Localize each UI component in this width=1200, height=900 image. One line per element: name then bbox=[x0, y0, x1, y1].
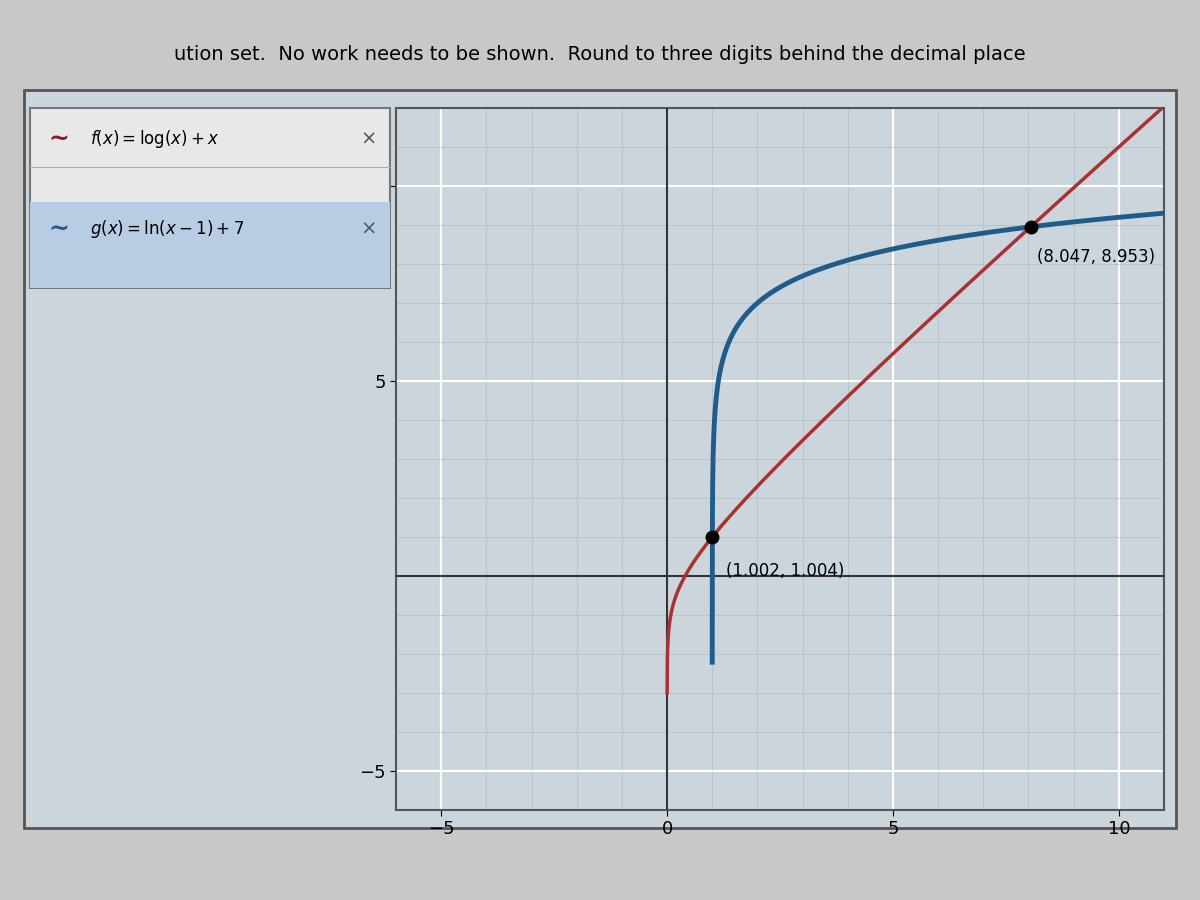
Text: (1.002, 1.004): (1.002, 1.004) bbox=[726, 562, 845, 580]
Text: ∼: ∼ bbox=[48, 218, 70, 241]
Text: (8.047, 8.953): (8.047, 8.953) bbox=[1037, 248, 1156, 266]
Text: ∼: ∼ bbox=[48, 128, 70, 151]
Text: $g(x) = \ln(x-1)+7$: $g(x) = \ln(x-1)+7$ bbox=[90, 219, 245, 240]
Text: $f(x) = \log(x)+x$: $f(x) = \log(x)+x$ bbox=[90, 129, 220, 150]
Text: ×: × bbox=[360, 130, 377, 149]
Text: ution set.  No work needs to be shown.  Round to three digits behind the decimal: ution set. No work needs to be shown. Ro… bbox=[174, 45, 1026, 64]
Text: ×: × bbox=[360, 220, 377, 239]
